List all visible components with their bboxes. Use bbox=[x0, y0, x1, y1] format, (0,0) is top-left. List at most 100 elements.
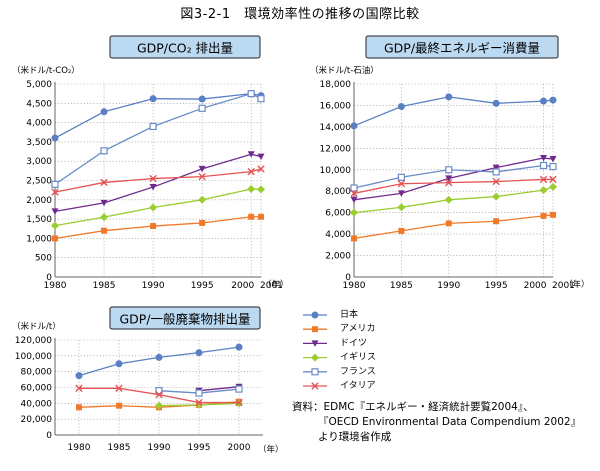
source-line: より環境省作成 bbox=[318, 430, 392, 443]
y-tick-label: 80,000 bbox=[21, 368, 53, 378]
chart-panel-2: GDP/最終エネルギー消費量 （米ドル/t-石油） 0 2,000 4,000 6,000… bbox=[310, 35, 590, 291]
legend-item: イタリア bbox=[303, 380, 376, 391]
y-tick-label: 4,500 bbox=[26, 99, 52, 109]
data-point bbox=[549, 156, 557, 163]
data-point bbox=[258, 213, 264, 220]
y-tick-label: 1,500 bbox=[26, 215, 52, 225]
chart-title: GDP/最終エネルギー消費量 bbox=[384, 41, 540, 56]
data-point bbox=[198, 172, 206, 181]
data-point bbox=[398, 227, 405, 234]
data-point bbox=[149, 95, 157, 103]
data-point bbox=[100, 199, 108, 207]
data-point bbox=[350, 184, 358, 192]
y-axis-unit-label: （米ドル/t-CO₂） bbox=[12, 65, 80, 76]
y-tick-label: 3,000 bbox=[26, 157, 52, 167]
x-tick-label: 1990 bbox=[142, 281, 165, 291]
data-point bbox=[539, 175, 548, 184]
y-axis-unit-label: （米ドル/t） bbox=[12, 321, 61, 332]
chart-panel-1: GDP/CO₂ 排出量 （米ドル/t-CO₂） 0 500 1,000 1,500 2,00… bbox=[12, 35, 289, 291]
data-point bbox=[397, 203, 406, 212]
series-line bbox=[54, 92, 262, 185]
data-point bbox=[492, 177, 500, 186]
data-point bbox=[444, 195, 453, 204]
chart-title: GDP/CO₂ 排出量 bbox=[137, 41, 233, 56]
data-point bbox=[150, 223, 157, 230]
series-4 bbox=[350, 182, 557, 217]
series-1 bbox=[51, 90, 265, 142]
legend-marker bbox=[311, 382, 319, 390]
data-point bbox=[155, 390, 163, 399]
legend-marker bbox=[311, 353, 319, 362]
legend-marker bbox=[311, 311, 319, 319]
legend-label: イギリス bbox=[340, 352, 376, 363]
data-point bbox=[101, 227, 108, 234]
data-point bbox=[351, 235, 357, 242]
series-line bbox=[54, 188, 262, 227]
source-line: 資料：EDMC『エネルギー・経済統計要覧2004』、 bbox=[292, 400, 534, 413]
data-point bbox=[257, 153, 265, 161]
series-line bbox=[353, 178, 553, 195]
x-tick-label: 2001 bbox=[260, 281, 283, 291]
y-tick-label: 10,000 bbox=[320, 166, 352, 176]
data-point bbox=[198, 104, 206, 112]
source-line: 『OECD Environmental Data Compendium 2002… bbox=[318, 416, 581, 428]
data-point bbox=[248, 213, 255, 220]
series-1 bbox=[350, 93, 557, 130]
data-point bbox=[100, 178, 108, 187]
y-tick-label: 100,000 bbox=[15, 352, 52, 362]
data-point bbox=[549, 182, 557, 191]
series-line bbox=[353, 214, 554, 240]
chart-title: GDP/一般廃棄物排出量 bbox=[119, 312, 250, 327]
x-tick-label: 1985 bbox=[93, 281, 116, 291]
y-tick-label: 18,000 bbox=[320, 80, 352, 90]
data-point bbox=[195, 389, 203, 397]
y-tick-label: 12,000 bbox=[320, 144, 352, 154]
x-tick-label: 1990 bbox=[148, 443, 171, 453]
chart-panel-3: GDP/一般廃棄物排出量 （米ドル/t） 0 20,000 40,000 60,000 80… bbox=[12, 306, 284, 455]
data-point bbox=[350, 122, 358, 130]
y-tick-label: 4,000 bbox=[26, 119, 52, 129]
data-point bbox=[247, 184, 256, 193]
data-point bbox=[492, 168, 500, 176]
y-tick-label: 2,000 bbox=[325, 252, 351, 262]
legend-item: 日本 bbox=[303, 308, 358, 320]
legend-label: イタリア bbox=[340, 380, 376, 391]
data-point bbox=[549, 175, 557, 184]
data-point bbox=[100, 213, 109, 222]
legend-marker bbox=[311, 340, 319, 347]
data-point bbox=[350, 189, 358, 198]
data-point bbox=[235, 398, 243, 407]
series-6 bbox=[350, 175, 557, 198]
series-5 bbox=[350, 161, 557, 192]
y-tick-label: 60,000 bbox=[21, 384, 53, 394]
data-point bbox=[235, 385, 243, 393]
legend-label: 日本 bbox=[340, 308, 358, 320]
series-line bbox=[353, 186, 554, 214]
data-point bbox=[115, 384, 123, 392]
data-point bbox=[492, 164, 500, 172]
data-point bbox=[149, 122, 157, 131]
data-point bbox=[540, 212, 547, 219]
y-tick-label: 500 bbox=[35, 254, 52, 264]
data-point bbox=[149, 174, 157, 183]
data-point bbox=[445, 93, 453, 101]
data-point bbox=[198, 95, 206, 103]
x-tick-label: 1990 bbox=[437, 281, 460, 291]
y-tick-label: 16,000 bbox=[320, 101, 352, 111]
chart-title-box bbox=[365, 35, 559, 59]
chart-title-box bbox=[109, 306, 261, 330]
data-point bbox=[115, 360, 123, 368]
x-axis-unit-label: （年） bbox=[564, 279, 590, 290]
data-point bbox=[257, 185, 265, 194]
data-point bbox=[492, 99, 500, 107]
series-line bbox=[198, 386, 240, 392]
data-point bbox=[397, 103, 405, 111]
x-tick-label: 2001 bbox=[552, 281, 575, 291]
data-point bbox=[155, 401, 163, 410]
series-3 bbox=[350, 154, 557, 204]
data-point bbox=[539, 186, 548, 195]
x-tick-label: 1980 bbox=[343, 281, 366, 291]
x-tick-label: 2000 bbox=[228, 443, 251, 453]
